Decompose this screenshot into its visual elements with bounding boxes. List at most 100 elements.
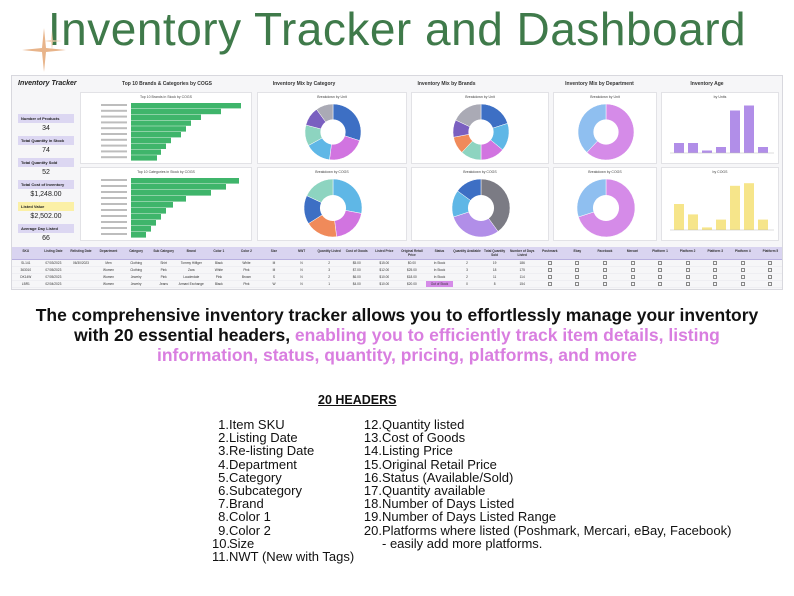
brand-unit-pie-card: Breakdown by Unit <box>411 92 549 164</box>
header-list-item: 1. Item SKU <box>212 418 354 431</box>
table-cell: Out of Stock <box>425 281 454 287</box>
bar-label-placeholder <box>101 191 127 193</box>
age-column <box>702 150 712 153</box>
platform-checkbox[interactable] <box>741 289 745 290</box>
platform-checkbox[interactable] <box>713 261 718 266</box>
header-list-text: Number of Days Listed <box>382 496 515 512</box>
brands-bar-chart <box>101 103 241 161</box>
table-cell <box>646 274 674 280</box>
platform-checkbox[interactable] <box>713 289 717 290</box>
platform-checkbox[interactable] <box>575 289 579 290</box>
table-cell <box>701 281 729 287</box>
table-cell: Clothing <box>130 261 142 265</box>
platform-checkbox[interactable] <box>575 268 580 273</box>
age-column <box>688 143 698 153</box>
platform-checkbox[interactable] <box>602 268 607 273</box>
platform-checkbox[interactable] <box>575 275 580 280</box>
header-list-item: 16. Status (Available/Sold) <box>362 471 731 484</box>
platform-checkbox[interactable] <box>658 268 663 273</box>
table-cell: White <box>242 261 251 265</box>
platform-checkbox[interactable] <box>547 261 552 266</box>
platform-checkbox[interactable] <box>768 282 773 287</box>
platform-checkbox[interactable] <box>658 282 663 287</box>
bar <box>131 126 186 132</box>
platform-checkbox[interactable] <box>630 268 635 273</box>
header-list-number: 15. <box>363 456 382 472</box>
header-list-item: 3. Re-listing Date <box>212 444 354 457</box>
table-cell: 8 <box>493 282 496 286</box>
platform-checkbox[interactable] <box>713 268 718 273</box>
platform-checkbox[interactable] <box>740 268 745 273</box>
table-cell: 02/06/2023 <box>40 288 68 289</box>
table-cell: 0 <box>466 282 468 286</box>
header-list-text: Original Retail Price <box>382 456 497 472</box>
platform-checkbox[interactable] <box>686 289 690 290</box>
table-cell: Pink <box>215 275 222 279</box>
platform-checkbox[interactable] <box>658 275 663 280</box>
age-column <box>674 143 684 153</box>
kpi-label: Average Day Listed <box>18 224 74 233</box>
platform-checkbox[interactable] <box>602 261 607 266</box>
table-cell: 2 <box>453 288 481 289</box>
header-list-text: Cost of Goods <box>382 430 466 446</box>
platform-checkbox[interactable] <box>768 275 773 280</box>
platform-checkbox[interactable] <box>547 268 552 273</box>
table-header-cell: SKU <box>22 249 30 253</box>
age-column <box>716 219 726 230</box>
platform-checkbox[interactable] <box>603 289 607 290</box>
brand-cogs-pie-title: Breakdown by COGS <box>463 170 497 174</box>
platform-checkbox[interactable] <box>740 261 745 266</box>
table-cell: $15.00 <box>371 288 399 289</box>
table-cell <box>729 288 757 290</box>
platform-checkbox[interactable] <box>547 275 552 280</box>
platform-checkbox[interactable] <box>630 275 635 280</box>
bar <box>131 143 166 149</box>
platform-checkbox[interactable] <box>713 275 718 280</box>
bar-label-placeholder <box>101 179 127 181</box>
table-cell: 3 <box>466 268 468 272</box>
platform-checkbox[interactable] <box>768 261 773 266</box>
page-title: Inventory Tracker and Dashboard <box>47 3 747 55</box>
headers-title: 20 HEADERS <box>318 393 397 407</box>
platform-checkbox[interactable] <box>740 275 745 280</box>
platform-checkbox[interactable] <box>658 289 662 290</box>
platform-checkbox[interactable] <box>768 268 773 273</box>
platform-checkbox[interactable] <box>713 282 718 287</box>
platform-checkbox[interactable] <box>547 282 552 287</box>
pie-hole <box>593 119 619 145</box>
platform-checkbox[interactable] <box>740 282 745 287</box>
platform-checkbox[interactable] <box>631 289 635 290</box>
bar <box>131 103 241 109</box>
table-cell <box>564 274 592 280</box>
platform-checkbox[interactable] <box>548 289 552 290</box>
table-cell <box>564 260 592 266</box>
table-cell <box>701 288 729 290</box>
category-unit-pie-title: Breakdown by Unit <box>317 95 347 99</box>
header-list-number: 13. <box>363 430 382 446</box>
table-cell <box>729 274 757 280</box>
header-list-item: 13. Cost of Goods <box>362 431 731 444</box>
platform-checkbox[interactable] <box>602 282 607 287</box>
table-cell: PRM <box>12 288 40 289</box>
table-header-cell: Platform 3 <box>707 249 724 253</box>
platform-checkbox[interactable] <box>630 282 635 287</box>
platform-checkbox[interactable] <box>685 261 690 266</box>
platform-checkbox[interactable] <box>658 261 663 266</box>
table-row: 363010 07/05/2023 Women Clothing Pink Zara Whi… <box>12 267 782 274</box>
platform-checkbox[interactable] <box>575 282 580 287</box>
department-unit-pie-card: Breakdown by Unit <box>553 92 657 164</box>
table-cell <box>701 267 729 273</box>
platform-checkbox[interactable] <box>685 282 690 287</box>
table-cell: In Stock <box>433 275 446 279</box>
platform-checkbox[interactable] <box>685 275 690 280</box>
header-list-number: 2. <box>218 430 229 446</box>
table-cell: 07/05/2023 <box>45 275 62 279</box>
brand-unit-pie <box>452 103 510 161</box>
platform-checkbox[interactable] <box>685 268 690 273</box>
header-list-number: 1. <box>218 417 229 432</box>
table-header-cell: Ebay <box>573 249 582 253</box>
platform-checkbox[interactable] <box>768 289 772 290</box>
platform-checkbox[interactable] <box>630 261 635 266</box>
platform-checkbox[interactable] <box>575 261 580 266</box>
platform-checkbox[interactable] <box>602 275 607 280</box>
